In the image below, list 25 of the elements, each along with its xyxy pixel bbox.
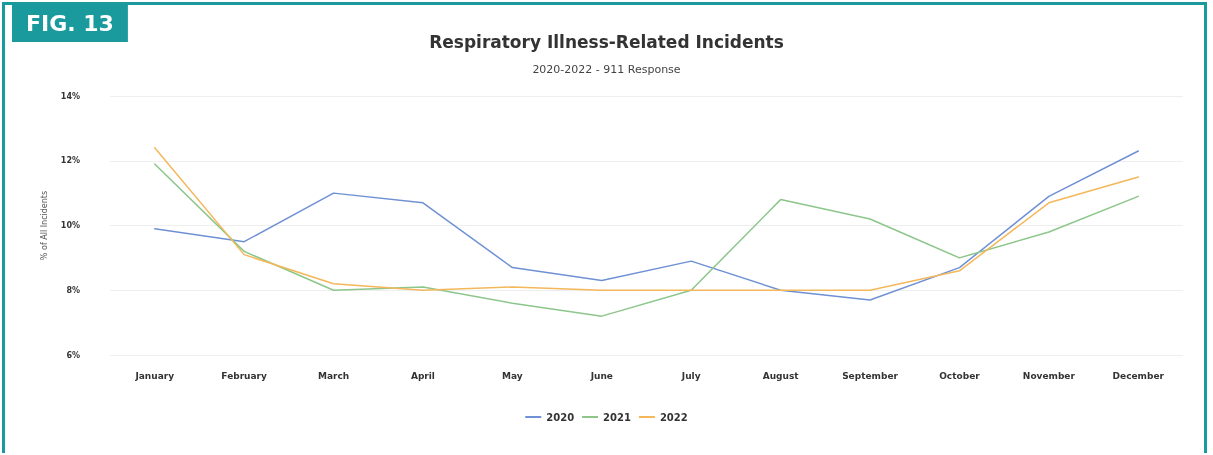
y-axis-title: % of All Incidents bbox=[39, 190, 49, 261]
x-tick-label: June bbox=[589, 370, 613, 381]
x-tick-label: March bbox=[317, 370, 350, 381]
x-tick-label: July bbox=[680, 370, 701, 381]
chart-title: Respiratory Illness-Related Incidents bbox=[429, 31, 784, 52]
legend-label: 2020 bbox=[546, 411, 575, 423]
x-tick-label: May bbox=[502, 370, 523, 381]
y-tick-label: 14% bbox=[60, 91, 80, 101]
caption: FIG. 13 bbox=[26, 10, 114, 36]
y-tick-label: 6% bbox=[66, 350, 80, 360]
x-tick-label: January bbox=[134, 370, 175, 381]
x-tick-label: April bbox=[410, 370, 435, 381]
legend-label: 2021 bbox=[603, 411, 631, 423]
legend-label: 2022 bbox=[659, 411, 688, 423]
line-series bbox=[153, 163, 1140, 317]
x-tick-label: November bbox=[1022, 370, 1076, 381]
y-tick-label: 8% bbox=[66, 285, 80, 295]
x-tick-label: February bbox=[221, 370, 268, 381]
x-tick-label: September bbox=[842, 370, 899, 381]
x-tick-label: October bbox=[939, 370, 981, 381]
chart-subtitle: 2020-2022 - 911 Response bbox=[532, 63, 681, 76]
y-tick-label: 10% bbox=[60, 221, 80, 230]
x-tick-label: August bbox=[762, 370, 800, 381]
x-tick-label: December bbox=[1112, 370, 1165, 381]
y-tick-label: 12% bbox=[60, 156, 80, 166]
